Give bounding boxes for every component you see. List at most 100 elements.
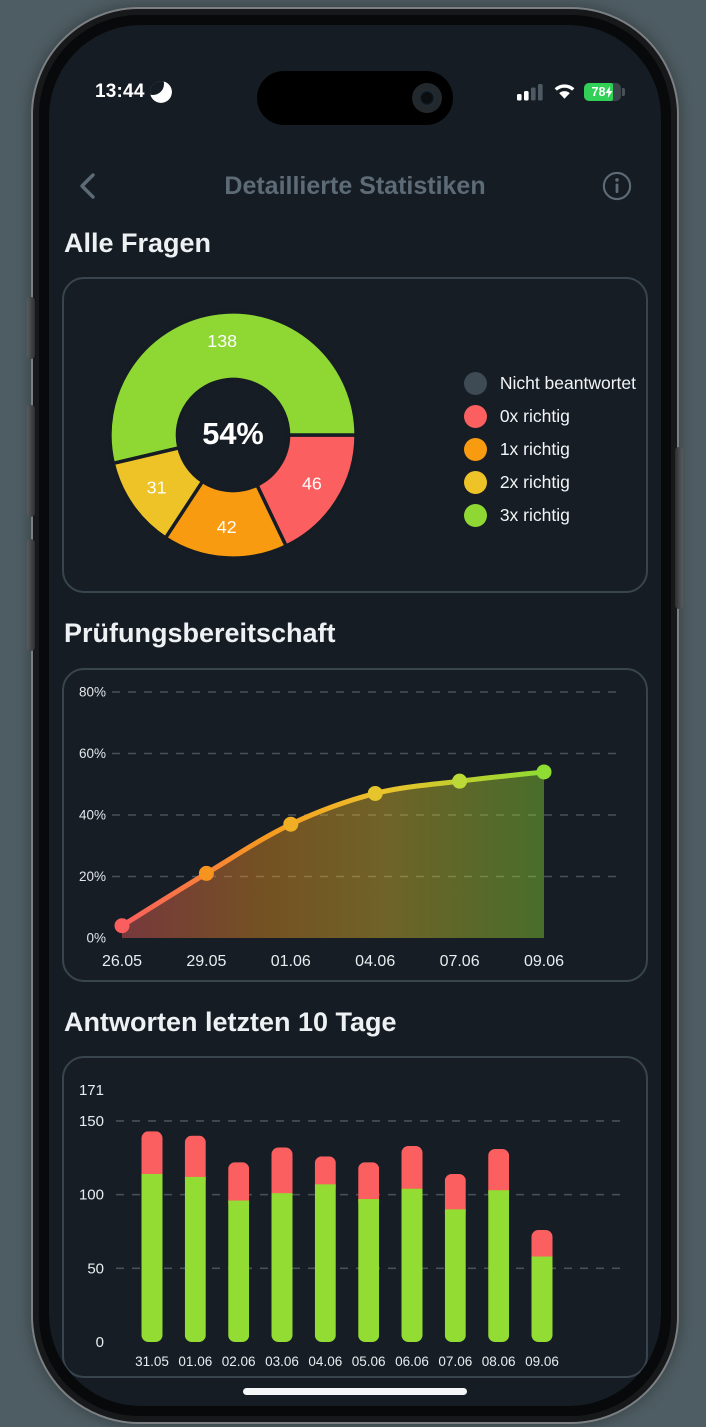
info-button[interactable] [601,169,635,203]
bar-segment-correct [314,1184,336,1343]
x-axis-tick: 29.05 [186,953,226,970]
donut-chart: 46 42 31 138 54% [108,310,358,561]
data-point [198,865,214,881]
bar-segment-correct [358,1199,380,1343]
x-axis-tick: 07.06 [438,1354,472,1369]
legend-dot-unanswered [463,371,487,395]
bar-segment-wrong [271,1147,293,1198]
action-button[interactable] [27,297,35,359]
legend-label: 3x richtig [499,504,570,525]
bar-segment-wrong [531,1230,553,1261]
y-axis-tick: 100 [79,1187,104,1204]
phone-screen: 13:44 [49,25,661,1406]
legend-dot-0x [463,404,487,428]
status-right: 78 [517,83,625,101]
chevron-left-icon [80,173,95,199]
legend-label: 0x richtig [499,405,570,426]
donut-value-label: 138 [207,331,237,351]
donut-value-label: 46 [302,474,322,494]
battery-icon: 78 [584,83,625,101]
legend-label: Nicht beantwortet [499,372,636,393]
data-point [283,816,299,832]
x-axis-tick: 31.05 [135,1354,169,1369]
legend-dot-2x [463,470,487,494]
x-axis-tick: 09.06 [524,953,564,970]
y-axis-tick: 0 [96,1334,104,1351]
x-axis-tick: 04.06 [355,953,395,970]
section-heading-readiness: Prüfungsbereitschaft [64,618,336,649]
donut-value-label: 42 [217,517,237,537]
legend-item: 2x richtig [463,470,636,494]
signal-icon [517,84,543,101]
x-axis-tick: 01.06 [178,1354,212,1369]
x-axis-tick: 03.06 [265,1354,299,1369]
readiness-card: 80% 60% 40% 20% 0% 26.05 29.05 01.06 04.06 07.06 0… [62,667,648,982]
x-axis-tick: 02.06 [222,1354,256,1369]
y-axis-tick: 150 [79,1113,104,1130]
bar-segment-correct [531,1256,553,1343]
volume-down-button[interactable] [27,539,35,651]
battery-percent: 78 [591,85,606,99]
nav-header: Detaillierte Statistiken [49,163,661,209]
x-axis-tick: 05.06 [352,1354,386,1369]
bar-segment-wrong [228,1162,250,1205]
volume-up-button[interactable] [27,405,35,517]
bar [271,1147,293,1343]
legend-dot-1x [463,437,487,461]
back-button[interactable] [77,167,111,205]
donut-segment [108,310,358,466]
x-axis-tick: 08.06 [482,1354,516,1369]
y-axis-tick: 0% [86,930,106,945]
y-axis-tick: 80% [79,684,106,699]
home-indicator[interactable] [243,1388,467,1395]
data-point [536,764,552,780]
y-axis-tick: 60% [79,746,106,761]
bar-segment-wrong [358,1162,380,1204]
legend-item: 0x richtig [463,404,636,428]
camera-icon [412,83,442,113]
bar-segment-correct [444,1209,466,1343]
charging-bolt-icon [605,86,613,98]
status-bar: 13:44 [49,71,661,131]
section-heading-answers: Antworten letzten 10 Tage [64,1006,397,1037]
donut-value-label: 31 [147,478,167,498]
data-point [452,773,468,789]
bar-segment-wrong [444,1174,466,1214]
bar [314,1156,336,1343]
legend-dot-3x [463,503,487,527]
bar-segment-wrong [314,1156,336,1189]
wifi-icon [554,84,575,99]
y-axis-tick: 171 [79,1082,104,1099]
page-title: Detaillierte Statistiken [224,171,486,200]
legend-item: 1x richtig [463,437,636,461]
x-axis-tick: 26.05 [102,953,142,970]
x-axis-tick: 07.06 [440,953,480,970]
donut-center-label: 54% [202,417,264,452]
bar-chart: 171 150 100 50 0 31.05 01.06 02.06 03.06 04.06 05.… [79,1082,624,1369]
answers-card: 171 150 100 50 0 31.05 01.06 02.06 03.06 04.06 05.… [62,1056,648,1379]
clock: 13:44 [95,81,145,102]
trend-line [119,769,547,928]
bar-segment-correct [488,1190,510,1343]
area-chart: 80% 60% 40% 20% 0% 26.05 29.05 01.06 04.06 07.06 0… [79,684,624,970]
data-point [367,785,383,801]
legend-item: Nicht beantwortet [463,371,636,395]
phone-frame: 13:44 [27,7,683,1424]
bar-segment-wrong [141,1131,163,1179]
y-axis-tick: 20% [79,869,106,884]
bar-segment-wrong [184,1135,206,1182]
power-button[interactable] [675,447,683,609]
status-left: 13:44 [95,81,172,103]
area-fill [122,771,544,938]
y-axis-tick: 50 [87,1260,104,1277]
legend-label: 1x richtig [499,438,570,459]
legend-item: 3x richtig [463,503,636,527]
dynamic-island [257,71,453,125]
all-questions-card: 46 42 31 138 54% Nicht beantwortet 0x richti… [62,277,648,594]
section-heading-all-questions: Alle Fragen [64,228,212,258]
bar-segment-wrong [401,1146,423,1193]
bar [488,1149,510,1343]
bar [141,1131,163,1343]
bar [358,1162,380,1343]
chart-legend: Nicht beantwortet 0x richtig 1x richtig [463,362,636,537]
